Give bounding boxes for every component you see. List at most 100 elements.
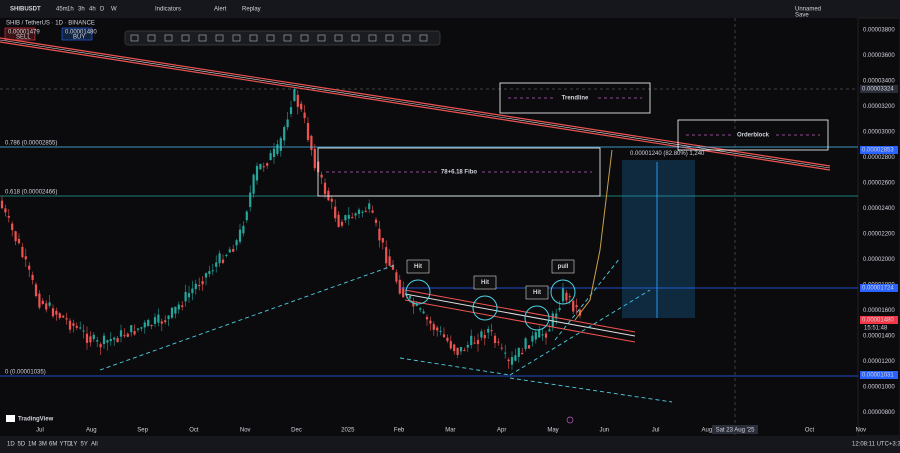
candle-body: [130, 325, 133, 333]
candle-body: [364, 210, 367, 212]
candle-body: [306, 122, 310, 140]
range-button[interactable]: 6M: [49, 442, 57, 448]
buy-button[interactable]: [61, 27, 93, 41]
time-label: Apr: [497, 428, 506, 434]
hit-label: pull: [558, 264, 569, 270]
alert-button[interactable]: Alert: [214, 7, 227, 13]
interval[interactable]: 4h: [89, 7, 96, 13]
tool-icon[interactable]: [147, 34, 156, 42]
hit-circle: [405, 279, 431, 305]
candle-body: [361, 211, 364, 213]
tool-icon[interactable]: [181, 34, 190, 42]
candle-body: [116, 338, 119, 343]
layout-name[interactable]: Unnamed: [795, 7, 821, 13]
candle-body: [470, 335, 473, 346]
candle-body: [323, 182, 327, 195]
candle-body: [228, 249, 231, 253]
hit-label: Hit: [481, 280, 489, 286]
candle-body: [374, 219, 378, 224]
trendline: [0, 37, 831, 167]
candle-body: [357, 209, 361, 214]
range-button[interactable]: 5Y: [81, 442, 88, 448]
clock: 12:08:11 UTC+3:30: [852, 442, 900, 448]
candle-body: [507, 359, 510, 362]
candle-body: [514, 355, 517, 361]
candle-body: [544, 333, 548, 338]
candle-body: [334, 206, 337, 219]
range-button[interactable]: 1D: [7, 442, 15, 448]
indicators-button[interactable]: Indicators: [155, 7, 181, 13]
candle-body: [412, 302, 415, 307]
fib-label: 0 (0.00001035): [5, 370, 46, 376]
tool-icon[interactable]: [249, 34, 258, 42]
tool-icon[interactable]: [402, 34, 411, 42]
range-button[interactable]: 5D: [18, 442, 26, 448]
price-label: 0.00001000: [863, 385, 895, 391]
candle-body: [204, 273, 208, 278]
tool-icon[interactable]: [419, 34, 428, 42]
tool-icon[interactable]: [198, 34, 207, 42]
candle-body: [191, 288, 194, 294]
drawing-toolbar[interactable]: [124, 30, 441, 46]
price-label: 0.00002600: [863, 181, 895, 187]
candle-body: [558, 307, 561, 310]
measure-box: [622, 160, 695, 318]
range-button[interactable]: YTD: [60, 442, 73, 448]
tool-icon[interactable]: [317, 34, 326, 42]
hit-circle: [550, 279, 576, 305]
candle-body: [41, 300, 44, 304]
price-label: 0.00000800: [863, 410, 895, 416]
candle-body: [575, 305, 578, 308]
time-label: Nov: [855, 428, 866, 434]
candle-body: [221, 259, 225, 263]
crosshair-date: Sat 23 Aug '25: [716, 428, 756, 434]
interval[interactable]: D: [100, 7, 105, 13]
tool-icon[interactable]: [215, 34, 224, 42]
range-button[interactable]: All: [91, 442, 98, 448]
candle-body: [551, 313, 554, 328]
candle-body: [65, 318, 68, 320]
range-button[interactable]: 1Y: [70, 442, 77, 448]
candle-body: [11, 223, 14, 231]
candle-body: [181, 305, 184, 308]
candle-body: [531, 335, 534, 342]
fibo-note-label: 78+6.18 Fibo: [441, 170, 478, 176]
candle-body: [136, 328, 140, 330]
tool-icon[interactable]: [368, 34, 377, 42]
candle-body: [106, 340, 109, 343]
target-path: [574, 149, 613, 321]
candle-body: [201, 281, 204, 285]
hit-label-bg: [525, 285, 549, 300]
save-button[interactable]: Save: [795, 13, 809, 19]
tool-icon[interactable]: [232, 34, 241, 42]
price-highlight: [860, 371, 898, 379]
interval[interactable]: 45m: [56, 7, 68, 13]
tool-icon[interactable]: [130, 34, 139, 42]
candle-body: [385, 247, 388, 264]
candle-body: [439, 330, 442, 332]
sell-button[interactable]: [4, 27, 36, 41]
orderblock-note-label-bg: [731, 129, 775, 141]
candle-body: [340, 221, 344, 226]
tool-icon[interactable]: [351, 34, 360, 42]
tool-icon[interactable]: [283, 34, 292, 42]
interval[interactable]: 1h: [67, 7, 74, 13]
trendline: [0, 41, 831, 171]
tool-icon[interactable]: [266, 34, 275, 42]
candle-body: [62, 315, 65, 318]
trendline-note-box: [499, 82, 651, 114]
interval[interactable]: W: [111, 7, 117, 13]
symbol[interactable]: SHIBUSDT: [10, 7, 41, 13]
candle-body: [436, 327, 439, 331]
candle-body: [459, 346, 463, 352]
interval[interactable]: 3h: [78, 7, 85, 13]
replay-button[interactable]: Replay: [242, 7, 261, 13]
candle-body: [300, 103, 303, 110]
candle-body: [160, 321, 163, 324]
tool-icon[interactable]: [334, 34, 343, 42]
tool-icon[interactable]: [164, 34, 173, 42]
tool-icon[interactable]: [300, 34, 309, 42]
range-button[interactable]: 1M: [28, 442, 36, 448]
tool-icon[interactable]: [385, 34, 394, 42]
range-button[interactable]: 3M: [39, 442, 47, 448]
